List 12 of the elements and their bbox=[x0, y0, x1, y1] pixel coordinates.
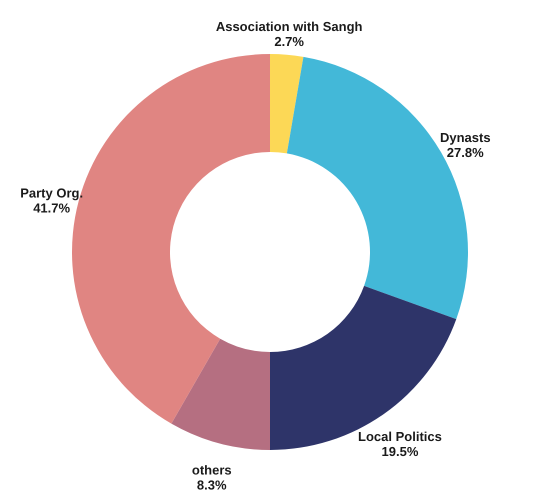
slice-label: Local Politics bbox=[358, 428, 442, 444]
data-label: 2.7% bbox=[274, 34, 304, 49]
data-label: 41.7% bbox=[33, 200, 71, 216]
donut-slice bbox=[270, 54, 304, 154]
data-label: 19.5% bbox=[382, 444, 419, 459]
slice-label: others bbox=[192, 462, 232, 478]
slice-label: Association with Sangh bbox=[216, 18, 363, 34]
slice-label: Party Org. bbox=[20, 186, 84, 201]
data-label: 27.8% bbox=[446, 145, 484, 160]
donut-slice bbox=[171, 338, 270, 450]
slice-label: Dynasts bbox=[440, 130, 491, 146]
data-label: 8.3% bbox=[196, 477, 227, 492]
